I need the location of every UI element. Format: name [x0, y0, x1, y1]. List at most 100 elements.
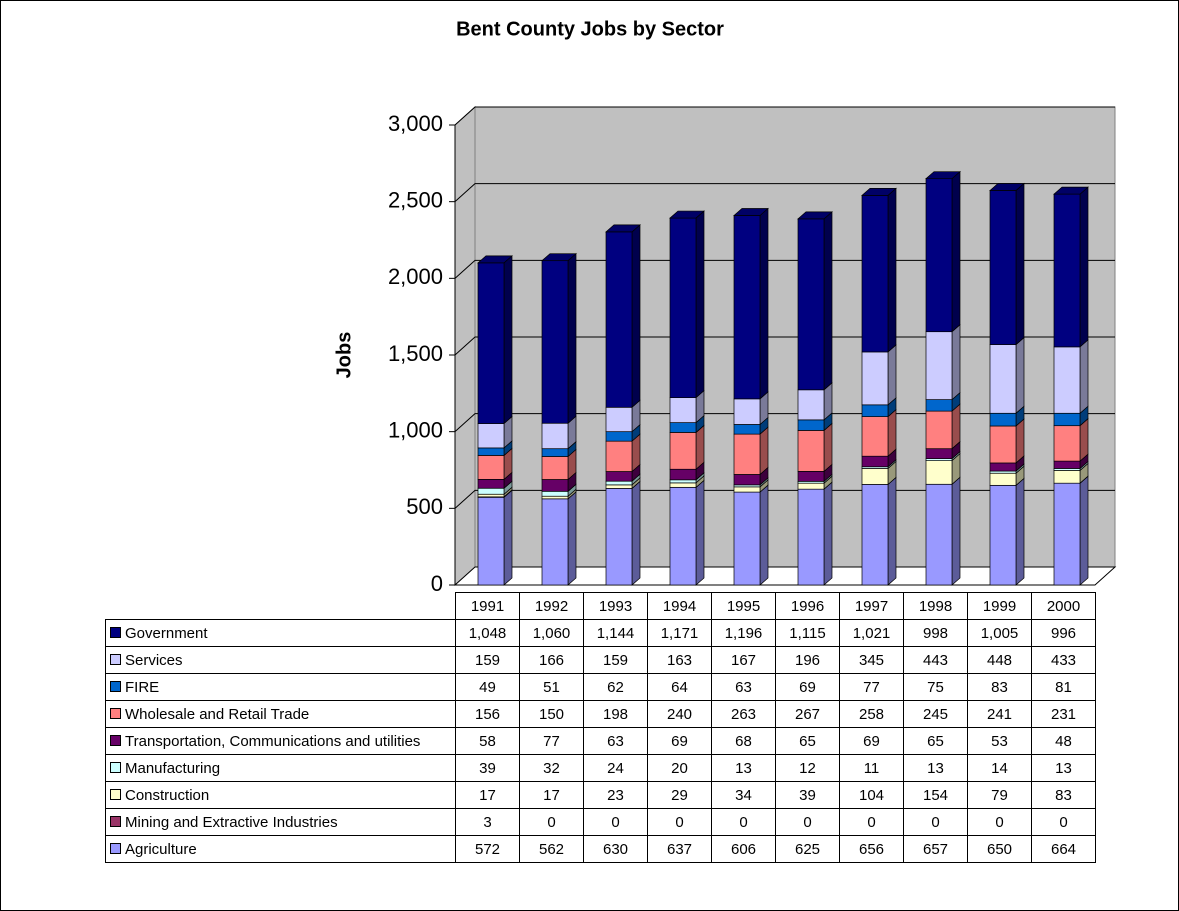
bar — [797, 471, 825, 482]
bar-side — [631, 224, 641, 409]
legend-cell: FIRE — [105, 673, 456, 701]
table-row: Government 1,048 1,060 1,144 1,171 1,196 1,115… — [105, 619, 1096, 647]
table-value: 13 — [903, 754, 968, 782]
table-value: 345 — [839, 646, 904, 674]
table-value: 433 — [1031, 646, 1096, 674]
bar-side — [823, 211, 833, 391]
bar-side — [1079, 186, 1089, 348]
bar — [669, 479, 697, 484]
table-value: 77 — [519, 727, 584, 755]
bar-side — [631, 480, 641, 586]
grid-line — [454, 183, 1115, 203]
table-value: 0 — [903, 808, 968, 836]
table-value: 1,021 — [839, 619, 904, 647]
legend-label: Wholesale and Retail Trade — [125, 706, 310, 723]
bar-top — [861, 188, 897, 196]
table-value: 14 — [967, 754, 1032, 782]
x-tick-label: 1997 — [839, 592, 904, 620]
x-tick-label: 1999 — [967, 592, 1032, 620]
table-value: 104 — [839, 781, 904, 809]
bar — [541, 495, 569, 500]
table-value: 625 — [775, 835, 840, 863]
bar-side — [951, 403, 961, 450]
bar-side — [823, 481, 833, 586]
y-tick-label: 1,500 — [388, 341, 443, 366]
table-value: 0 — [647, 808, 712, 836]
legend-cell: Manufacturing — [105, 754, 456, 782]
x-tick-label: 1994 — [647, 592, 712, 620]
bar — [541, 498, 569, 586]
bar — [861, 484, 889, 586]
table-value: 65 — [903, 727, 968, 755]
bar — [925, 178, 953, 333]
table-value: 154 — [903, 781, 968, 809]
table-value: 1,196 — [711, 619, 776, 647]
bar — [989, 425, 1017, 464]
table-value: 562 — [519, 835, 584, 863]
y-tick-label: 3,000 — [388, 111, 443, 136]
table-value: 3 — [455, 808, 520, 836]
x-tick-label: 2000 — [1031, 592, 1096, 620]
bar — [541, 422, 569, 450]
bar — [477, 423, 505, 449]
bar-top — [733, 208, 769, 216]
table-value: 12 — [775, 754, 840, 782]
x-tick-label: 1998 — [903, 592, 968, 620]
bar — [477, 487, 505, 495]
table-row: Wholesale and Retail Trade 156 150 198 240 26… — [105, 700, 1096, 728]
bar — [989, 472, 1017, 486]
bar — [733, 215, 761, 400]
bar-side — [759, 207, 769, 400]
bar — [989, 462, 1017, 472]
table-value: 64 — [647, 673, 712, 701]
bar-side — [887, 344, 897, 406]
table-value: 0 — [519, 808, 584, 836]
bar — [797, 482, 825, 490]
bar — [797, 488, 825, 586]
bar-side — [823, 422, 833, 473]
table-value: 637 — [647, 835, 712, 863]
bar — [477, 493, 505, 498]
bar-side — [695, 210, 705, 399]
grid-line — [454, 489, 1115, 509]
bar-side — [887, 408, 897, 457]
table-value: 34 — [711, 781, 776, 809]
bar — [861, 195, 889, 353]
bar — [669, 432, 697, 470]
bar — [605, 471, 633, 482]
bar-top — [989, 183, 1025, 191]
table-value: 650 — [967, 835, 1032, 863]
bar — [477, 455, 505, 480]
bar — [541, 479, 569, 492]
table-value: 656 — [839, 835, 904, 863]
y-tick-label: 1,000 — [388, 417, 443, 442]
table-value: 998 — [903, 619, 968, 647]
data-table: 1991 1992 1993 1994 1995 1996 1997 1998 1999 2000… — [105, 592, 1096, 863]
bar — [733, 491, 761, 586]
blank-cell — [106, 593, 456, 620]
legend-label: Transportation, Communications and utili… — [125, 733, 421, 750]
y-tick-label: 500 — [406, 494, 443, 519]
legend-cell: Mining and Extractive Industries — [105, 808, 456, 836]
table-value: 83 — [967, 673, 1032, 701]
bar-side — [1015, 418, 1025, 464]
legend-key — [110, 843, 121, 854]
bar — [733, 433, 761, 475]
bar-side — [759, 484, 769, 586]
bar — [1053, 425, 1081, 462]
table-value: 159 — [455, 646, 520, 674]
bar — [605, 431, 633, 442]
bar-top — [605, 224, 641, 233]
bar — [925, 410, 953, 450]
table-value: 69 — [775, 673, 840, 701]
x-tick-label: 1991 — [455, 592, 520, 620]
table-value: 69 — [647, 727, 712, 755]
bar — [669, 422, 697, 433]
legend-label: Agriculture — [125, 841, 197, 858]
table-value: 62 — [583, 673, 648, 701]
table-row: Agriculture 572 562 630 637 606 625 656 657 650 66… — [105, 835, 1096, 863]
table-value: 1,005 — [967, 619, 1032, 647]
bar-side — [503, 255, 513, 425]
bar-side — [951, 170, 961, 333]
